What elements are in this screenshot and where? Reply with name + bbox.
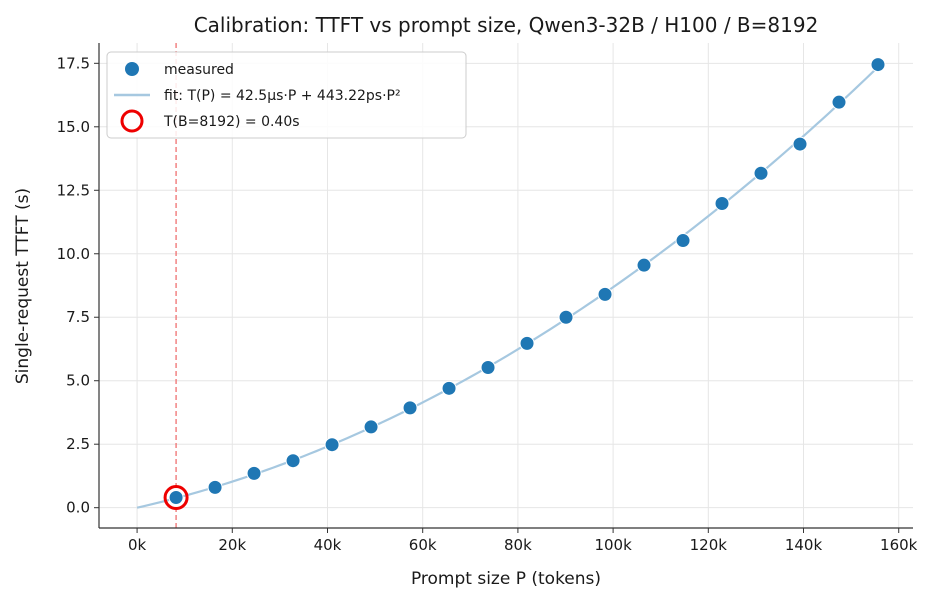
x-tick-label: 120k bbox=[690, 536, 728, 554]
measured-point bbox=[480, 360, 496, 376]
measured-point bbox=[207, 479, 223, 495]
measured-point bbox=[168, 490, 184, 506]
measured-point bbox=[831, 94, 847, 110]
legend-box bbox=[106, 51, 467, 139]
legend-marker-highlight bbox=[120, 109, 144, 133]
y-tick-label: 12.5 bbox=[57, 181, 90, 199]
legend-label-measured: measured bbox=[164, 62, 234, 78]
grid bbox=[99, 43, 913, 528]
x-tick-label: 100k bbox=[594, 536, 632, 554]
y-axis-label: Single-request TTFT (s) bbox=[13, 188, 33, 384]
measured-point bbox=[636, 257, 652, 273]
y-tick-label: 15.0 bbox=[57, 118, 90, 136]
axes bbox=[94, 43, 913, 533]
measured-point bbox=[870, 57, 886, 73]
x-axis-label: Prompt size P (tokens) bbox=[411, 569, 601, 589]
highlight-ring bbox=[163, 485, 189, 511]
x-tick-label: 20k bbox=[218, 536, 246, 554]
measured-point bbox=[558, 309, 574, 325]
x-tick-label: 40k bbox=[314, 536, 342, 554]
x-tick-label: 140k bbox=[785, 536, 823, 554]
y-tick-label: 17.5 bbox=[57, 54, 90, 72]
y-tick-label: 2.5 bbox=[66, 435, 90, 453]
y-tick-label: 10.0 bbox=[57, 245, 90, 263]
tick-labels: 0k 20k 40k 60k 80k 100k 120k 140k 160k 0.0 2.5 5.0 7… bbox=[57, 54, 918, 554]
x-tick-label: 0k bbox=[128, 536, 147, 554]
highlight-marker bbox=[163, 485, 189, 511]
measured-point bbox=[519, 335, 535, 351]
measured-point bbox=[363, 419, 379, 435]
chart-title: Calibration: TTFT vs prompt size, Qwen3-… bbox=[194, 13, 819, 37]
measured-point bbox=[402, 400, 418, 416]
x-tick-label: 60k bbox=[409, 536, 437, 554]
y-tick-label: 0.0 bbox=[66, 499, 90, 517]
legend-label-highlight: T(B=8192) = 0.40s bbox=[163, 114, 300, 130]
legend-marker-measured bbox=[125, 62, 139, 76]
y-tick-label: 5.0 bbox=[66, 372, 90, 390]
measured-point bbox=[753, 165, 769, 181]
measured-point bbox=[246, 465, 262, 481]
legend: measured fit: T(P) = 42.5μs·P + 443.22ps… bbox=[106, 51, 467, 139]
measured-point bbox=[675, 233, 691, 249]
measured-points bbox=[168, 57, 886, 506]
y-tick-label: 7.5 bbox=[66, 308, 90, 326]
measured-point bbox=[597, 286, 613, 302]
measured-point bbox=[441, 380, 457, 396]
legend-label-fit: fit: T(P) = 42.5μs·P + 443.22ps·P² bbox=[164, 88, 401, 104]
measured-point bbox=[324, 437, 340, 453]
measured-point bbox=[714, 195, 730, 211]
x-tick-label: 160k bbox=[880, 536, 918, 554]
measured-point bbox=[792, 136, 808, 152]
measured-point bbox=[285, 453, 301, 469]
x-tick-label: 80k bbox=[504, 536, 532, 554]
